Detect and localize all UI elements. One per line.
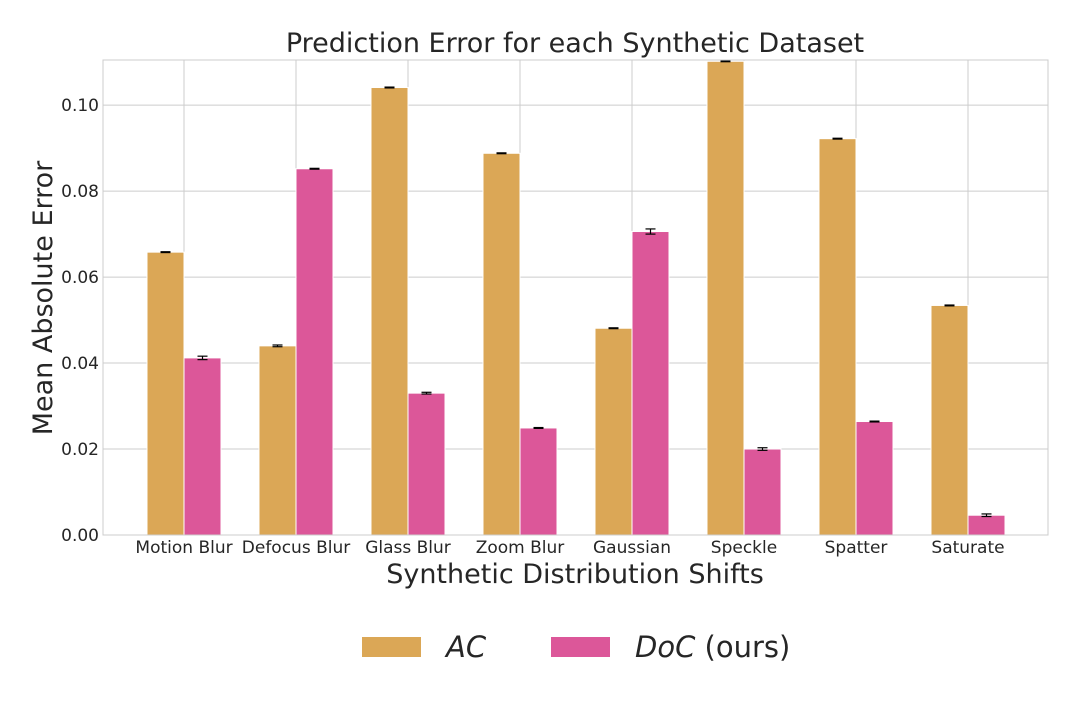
- x-tick-label: Spatter: [825, 538, 888, 558]
- legend-series-name: DoC: [635, 630, 696, 664]
- bar-ac: [818, 138, 857, 536]
- bars: [146, 60, 1006, 536]
- grid: [103, 60, 1048, 536]
- y-tick-label: 0.08: [61, 182, 99, 202]
- legend-label-ac: AC: [444, 630, 487, 664]
- legend-series-name: AC: [444, 630, 487, 664]
- legend-series-suffix: (ours): [695, 630, 790, 664]
- x-tick-label: Defocus Blur: [242, 538, 350, 558]
- bar-ac: [146, 251, 185, 536]
- x-tick-label: Saturate: [931, 538, 1004, 558]
- legend: AC DoC (ours): [362, 630, 790, 664]
- legend-label-doc: DoC (ours): [635, 630, 790, 664]
- x-tick-label: Zoom Blur: [476, 538, 565, 558]
- bar-doc: [855, 421, 894, 536]
- x-axis-label: Synthetic Distribution Shifts: [386, 559, 764, 590]
- bar-doc: [519, 427, 558, 536]
- bar-doc: [183, 357, 222, 536]
- y-tick-label: 0.06: [61, 268, 99, 288]
- tick-labels: 0.00 0.02 0.04 0.06 0.08 0.10 Motion Blur Defoc…: [61, 96, 1004, 558]
- bar-ac: [370, 87, 409, 536]
- y-tick-label: 0.04: [61, 354, 99, 374]
- legend-swatch-doc: [551, 637, 610, 657]
- bar-doc: [967, 514, 1006, 536]
- x-tick-label: Gaussian: [593, 538, 671, 558]
- x-tick-label: Speckle: [711, 538, 777, 558]
- bar-doc: [743, 448, 782, 536]
- y-tick-label: 0.10: [61, 96, 99, 116]
- bar-ac: [482, 152, 521, 536]
- error-bars: [160, 60, 992, 518]
- bar-doc: [407, 392, 446, 536]
- bar-ac: [930, 304, 969, 536]
- chart-title: Prediction Error for each Synthetic Data…: [286, 28, 864, 59]
- bar-ac: [594, 327, 633, 536]
- legend-swatch-ac: [362, 637, 421, 657]
- bar-ac: [706, 60, 745, 536]
- y-axis-label: Mean Absolute Error: [28, 160, 59, 435]
- bar-doc: [295, 168, 334, 536]
- bar-doc: [631, 231, 670, 536]
- y-tick-label: 0.02: [61, 440, 99, 460]
- x-tick-label: Motion Blur: [135, 538, 232, 558]
- y-tick-label: 0.00: [61, 526, 99, 546]
- plot-frame: [102, 59, 1049, 536]
- bar-ac: [258, 345, 297, 536]
- x-tick-label: Glass Blur: [365, 538, 451, 558]
